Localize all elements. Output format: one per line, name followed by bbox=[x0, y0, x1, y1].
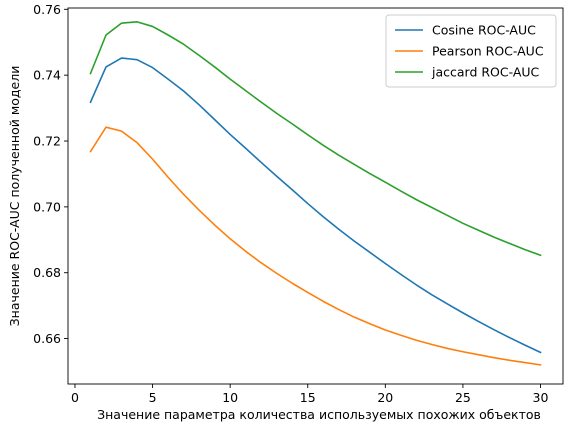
x-axis-label: Значение параметра количества используем… bbox=[97, 407, 541, 422]
x-tick-label: 5 bbox=[149, 390, 157, 405]
y-tick-label: 0.70 bbox=[33, 199, 61, 214]
x-tick-label: 0 bbox=[71, 390, 79, 405]
x-tick-label: 30 bbox=[533, 390, 549, 405]
y-tick-label: 0.74 bbox=[33, 68, 61, 83]
y-tick-label: 0.66 bbox=[33, 331, 61, 346]
legend-label-2: jaccard ROC-AUC bbox=[431, 65, 540, 80]
y-tick-label: 0.68 bbox=[33, 265, 61, 280]
y-axis-label: Значение ROC-AUC полученной модели bbox=[7, 66, 22, 327]
x-tick-label: 20 bbox=[377, 390, 393, 405]
axes: 0 5 10 15 20 25 30 0.66 0.68 0.70 0.72 0.74 0.76 bbox=[33, 2, 564, 405]
series-line-0 bbox=[89, 57, 542, 354]
plot-area bbox=[89, 21, 542, 366]
legend: Cosine ROC-AUC Pearson ROC-AUC jaccard ROC… bbox=[385, 14, 557, 88]
series-line-2 bbox=[89, 21, 542, 257]
legend-label-0: Cosine ROC-AUC bbox=[432, 23, 536, 38]
x-tick-label: 15 bbox=[300, 390, 316, 405]
x-tick-label: 25 bbox=[455, 390, 471, 405]
y-tick-label: 0.76 bbox=[33, 2, 61, 17]
plot-frame bbox=[67, 7, 564, 385]
x-tick-label: 10 bbox=[222, 390, 238, 405]
series-line-1 bbox=[89, 126, 542, 366]
legend-box bbox=[385, 14, 557, 88]
legend-label-1: Pearson ROC-AUC bbox=[432, 44, 544, 59]
y-tick-label: 0.72 bbox=[33, 134, 61, 149]
